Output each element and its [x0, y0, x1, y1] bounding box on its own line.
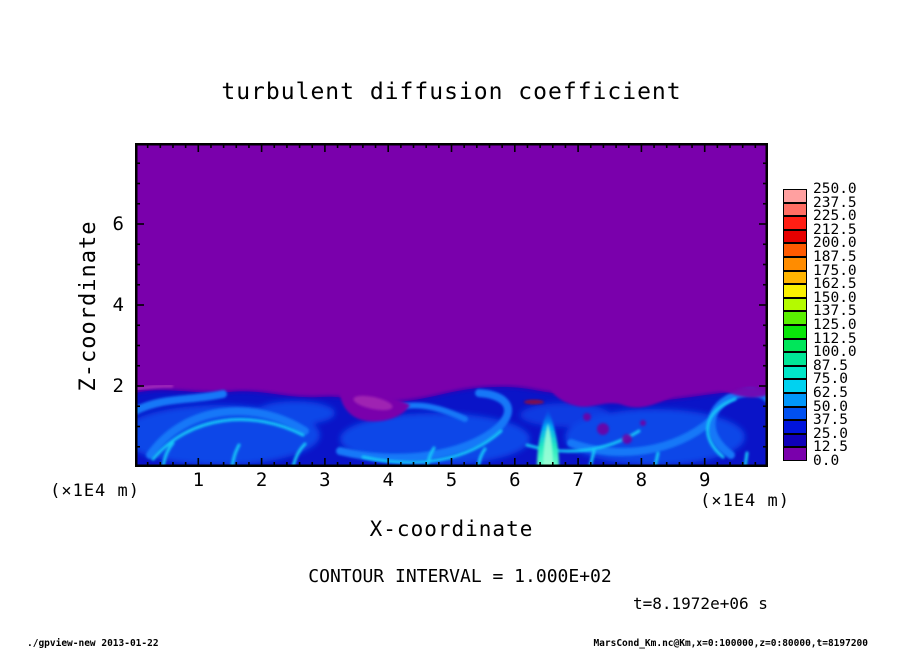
x-tick-label: 9: [698, 469, 711, 491]
x-tick-label: 3: [319, 469, 331, 491]
colorbar-box: [783, 433, 807, 448]
x-tick-label: 1: [192, 469, 205, 491]
colorbar-box: [783, 365, 807, 380]
page-title: turbulent diffusion coefficient: [221, 79, 682, 105]
x-axis-title: X-coordinate: [369, 517, 534, 541]
colorbar-level-label: 112.5: [813, 330, 857, 347]
colorbar-box: [783, 202, 807, 217]
colorbar-box: [783, 311, 807, 325]
colorbar-level-label: 62.5: [813, 385, 848, 401]
colorbar-level-label: 125.0: [813, 317, 857, 333]
colorbar-level-label: 37.5: [813, 412, 848, 429]
colorbar-box: [783, 325, 807, 339]
colorbar-level-label: 87.5: [813, 357, 848, 374]
colorbar-box: [783, 420, 807, 434]
contour-interval-note: CONTOUR INTERVAL = 1.000E+02: [308, 566, 612, 587]
plot-frame: [135, 143, 768, 467]
colorbar-level-label: 175.0: [813, 262, 857, 279]
heatmap-plot: [135, 143, 768, 467]
heatmap-art: [135, 143, 768, 467]
footer-command-text: ./gpview-new 2013-01-22: [27, 638, 159, 649]
colorbar-box: [783, 406, 807, 421]
colorbar-level-label: 162.5: [813, 276, 857, 293]
colorbar-level-label: 12.5: [813, 439, 848, 456]
z-tick-label: 2: [112, 375, 124, 397]
colorbar-box: [783, 284, 807, 298]
colorbar-box: [783, 352, 807, 366]
colorbar: 0.0 12.5 25.0 37.5 50.0 62.5 75.0 87.5 100.0 112.…: [783, 182, 903, 468]
time-annotation: t=8.1972e+06 s: [633, 594, 768, 613]
colorbar-level-label: 250.0: [813, 181, 857, 197]
colorbar-level-label: 0.0: [813, 453, 840, 469]
colorbar-level-label: 150.0: [813, 289, 857, 306]
colorbar-box: [783, 243, 807, 257]
colorbar-level-label: 200.0: [813, 235, 857, 252]
z-axis-unit: (×1E4 m): [50, 481, 140, 501]
x-axis-unit: (×1E4 m): [700, 491, 790, 511]
x-tick-label: 5: [445, 469, 458, 491]
colorbar-level-label: 225.0: [813, 208, 857, 225]
colorbar-box: [783, 257, 807, 271]
x-tick-label: 7: [572, 469, 584, 491]
colorbar-level-label: 100.0: [813, 344, 857, 361]
colorbar-box: [783, 189, 807, 203]
colorbar-box: [783, 379, 807, 393]
z-tick-label: 4: [112, 294, 124, 316]
x-tick-label: 2: [255, 469, 268, 491]
colorbar-box: [783, 447, 807, 461]
x-tick-label: 6: [509, 469, 521, 491]
colorbar-box: [783, 216, 807, 230]
colorbar-level-label: 237.5: [813, 194, 857, 211]
z-axis-title: Z-coordinate: [76, 220, 101, 392]
colorbar-level-label: 187.5: [813, 249, 857, 265]
colorbar-box: [783, 393, 807, 407]
colorbar-level-label: 212.5: [813, 221, 857, 238]
colorbar-level-label: 50.0: [813, 398, 848, 415]
colorbar-box: [783, 229, 807, 244]
colorbar-box: [783, 297, 807, 312]
x-tick-label: 4: [382, 469, 394, 491]
colorbar-level-label: 25.0: [813, 425, 848, 442]
colorbar-box: [783, 338, 807, 353]
colorbar-level-label: 75.0: [813, 371, 848, 388]
z-tick-label: 6: [112, 213, 124, 235]
footer-dataset-text: MarsCond_Km.nc@Km,x=0:100000,z=0:80000,t…: [593, 638, 868, 649]
colorbar-box: [783, 270, 807, 285]
colorbar-level-label: 137.5: [813, 303, 857, 320]
x-tick-label: 8: [635, 469, 648, 491]
